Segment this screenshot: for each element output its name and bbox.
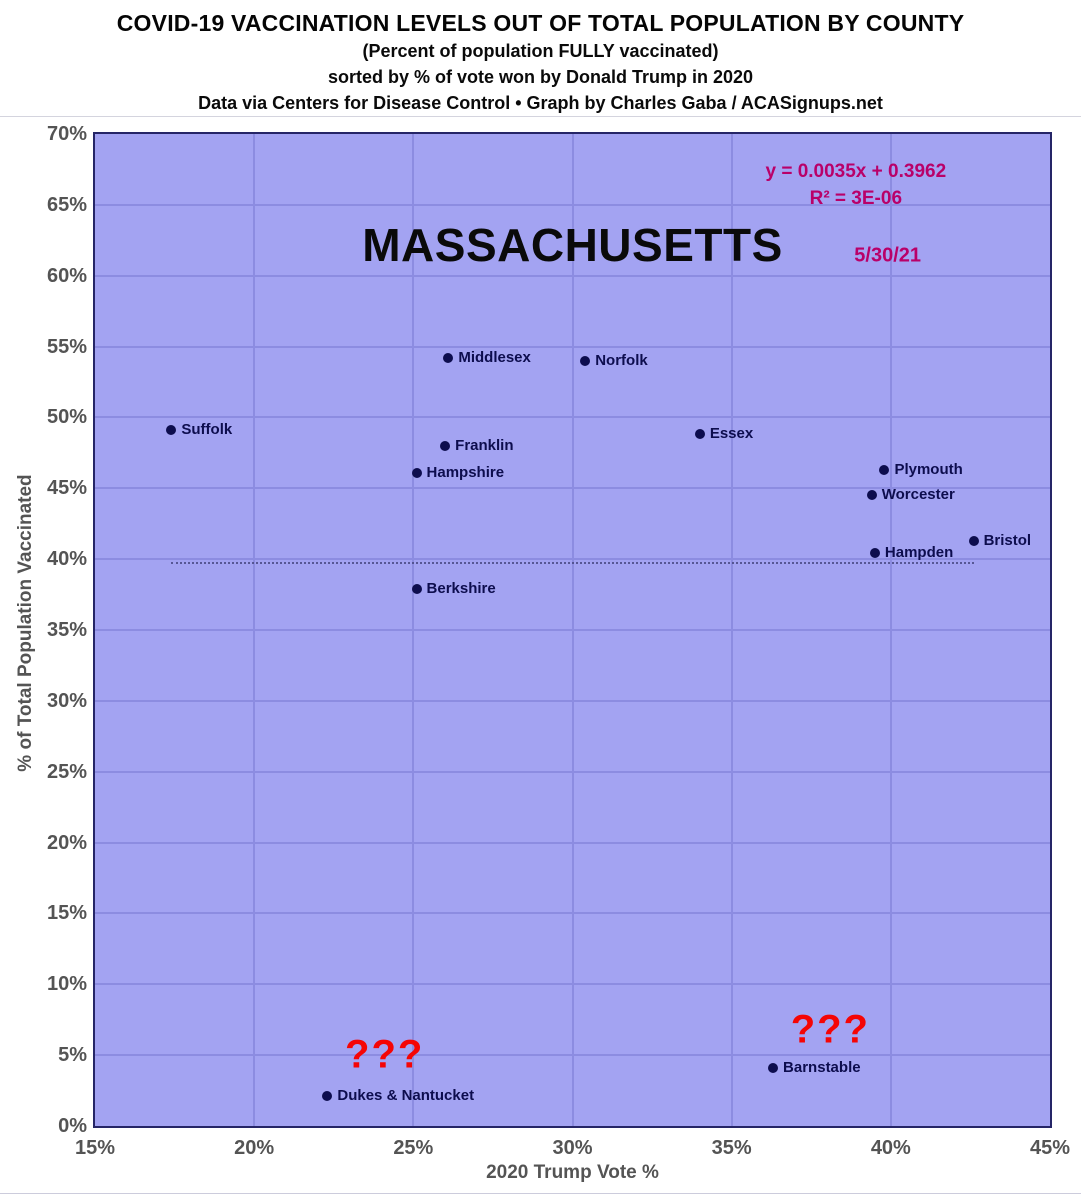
y-tick-label: 0% bbox=[58, 1115, 87, 1137]
gridline-horizontal bbox=[95, 345, 1050, 348]
date-label: 5/30/21 bbox=[854, 244, 922, 267]
gridline-horizontal bbox=[95, 274, 1050, 277]
x-axis-title: 2020 Trump Vote % bbox=[486, 1162, 659, 1183]
gridline-horizontal bbox=[95, 841, 1050, 844]
chart-credit: Data via Centers for Disease Control • G… bbox=[198, 93, 883, 113]
data-point-label: Franklin bbox=[455, 436, 514, 454]
y-tick-label: 30% bbox=[46, 689, 87, 712]
chart-title: COVID-19 VACCINATION LEVELS OUT OF TOTAL… bbox=[116, 10, 965, 36]
equation: R² = 3E-06 bbox=[809, 188, 903, 210]
y-tick-label: 50% bbox=[46, 406, 87, 429]
data-point-dot bbox=[440, 440, 451, 451]
gridline-horizontal bbox=[95, 699, 1050, 702]
data-point-label: Norfolk bbox=[595, 351, 648, 369]
y-tick-label: 35% bbox=[46, 619, 87, 641]
y-tick-label: 45% bbox=[46, 477, 87, 500]
trendline bbox=[171, 561, 974, 564]
y-tick-label: 10% bbox=[46, 973, 87, 996]
data-point-label: Hampden bbox=[884, 544, 954, 562]
x-tick-label: 15% bbox=[74, 1137, 116, 1159]
data-point-dot bbox=[866, 490, 877, 501]
x-tick-label: 40% bbox=[870, 1137, 911, 1159]
data-point-dot bbox=[166, 425, 177, 436]
gridline-horizontal bbox=[95, 1054, 1050, 1057]
data-point-dot bbox=[694, 429, 705, 440]
gridline-horizontal bbox=[95, 983, 1050, 986]
data-point-label: Bristol bbox=[983, 531, 1032, 549]
chart-sort-note: sorted by % of vote won by Donald Trump … bbox=[327, 67, 754, 87]
equation: y = 0.0035x + 0.3962 bbox=[765, 161, 947, 183]
chart-area: % of Total Population Vaccinated Suffolk… bbox=[0, 117, 1081, 1200]
gridline-horizontal bbox=[95, 558, 1050, 561]
data-point-label: Worcester bbox=[881, 486, 955, 504]
gridline-horizontal bbox=[95, 770, 1050, 773]
data-point-dot bbox=[411, 583, 422, 594]
data-point-label: Berkshire bbox=[426, 579, 496, 597]
x-tick-label: 30% bbox=[552, 1137, 593, 1159]
state-label: MASSACHUSETTS bbox=[362, 218, 783, 271]
x-tick-label: 45% bbox=[1029, 1137, 1071, 1159]
x-tick-label: 25% bbox=[393, 1137, 434, 1159]
y-tick-label: 15% bbox=[46, 902, 87, 925]
y-tick-label: 25% bbox=[46, 760, 87, 783]
data-point-label: Hampshire bbox=[426, 463, 505, 481]
x-tick-label: 35% bbox=[711, 1137, 752, 1159]
y-tick-label: 20% bbox=[46, 831, 87, 854]
y-tick-label: 65% bbox=[46, 193, 87, 216]
footer-separator-line bbox=[0, 1193, 1081, 1194]
question-marks-annotation: ??? bbox=[345, 1032, 425, 1077]
data-point-label: Plymouth bbox=[894, 460, 963, 478]
y-tick-label: 40% bbox=[46, 548, 87, 571]
gridline-horizontal bbox=[95, 487, 1050, 490]
chart-subtitle: (Percent of population FULLY vaccinated) bbox=[362, 41, 719, 61]
data-point-dot bbox=[322, 1091, 333, 1102]
data-point-dot bbox=[968, 535, 979, 546]
y-tick-label: 60% bbox=[46, 264, 87, 287]
data-point-label: Essex bbox=[709, 425, 754, 443]
gridline-horizontal bbox=[95, 912, 1050, 915]
y-tick-label: 5% bbox=[58, 1044, 87, 1067]
x-tick-label: 20% bbox=[234, 1137, 275, 1159]
data-point-label: Middlesex bbox=[458, 348, 531, 366]
chart-header: COVID-19 VACCINATION LEVELS OUT OF TOTAL… bbox=[0, 0, 1081, 117]
data-point-dot bbox=[879, 464, 890, 475]
question-marks-annotation: ??? bbox=[790, 1007, 870, 1052]
data-point-dot bbox=[411, 467, 422, 478]
data-point-dot bbox=[580, 355, 591, 366]
plot-area: Suffolk Middlesex Norfolk Essex Franklin Hamp… bbox=[95, 134, 1050, 1126]
gridline-horizontal bbox=[95, 629, 1050, 631]
data-point-dot bbox=[869, 548, 880, 559]
gridline-horizontal bbox=[95, 203, 1050, 206]
data-point-label: Suffolk bbox=[181, 421, 233, 439]
data-point-label: Barnstable bbox=[783, 1058, 861, 1076]
data-point-label: Dukes & Nantucket bbox=[337, 1087, 475, 1105]
y-tick-label: 55% bbox=[46, 335, 87, 358]
gridline-horizontal bbox=[95, 416, 1050, 419]
data-point-dot bbox=[443, 352, 454, 363]
data-point-dot bbox=[768, 1062, 779, 1073]
y-tick-label: 70% bbox=[46, 123, 87, 145]
